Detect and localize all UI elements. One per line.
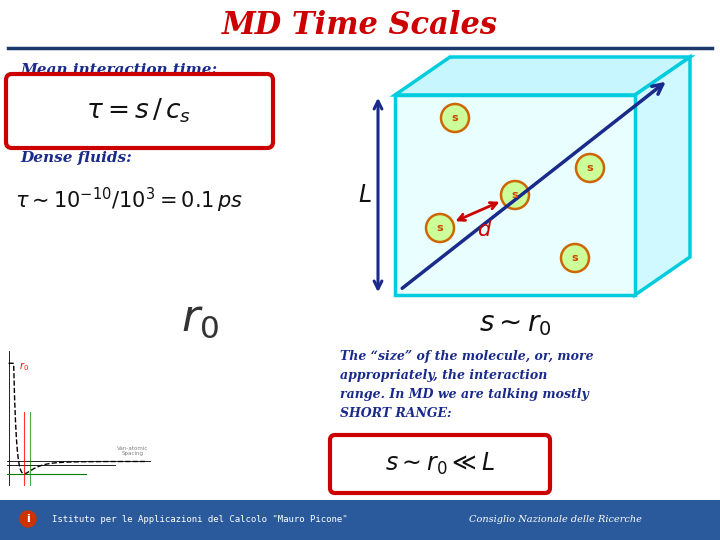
- Text: i: i: [26, 514, 30, 524]
- Polygon shape: [635, 57, 690, 295]
- Text: $s \sim r_0 \ll L$: $s \sim r_0 \ll L$: [385, 451, 495, 477]
- Text: s: s: [512, 190, 518, 200]
- Text: $r_0$: $r_0$: [181, 296, 219, 340]
- Text: $r_0$: $r_0$: [19, 360, 30, 373]
- Text: $\tau \sim 10^{-10}/10^3 = 0.1\,ps$: $\tau \sim 10^{-10}/10^3 = 0.1\,ps$: [15, 185, 243, 214]
- Circle shape: [20, 511, 36, 527]
- Text: Mean interaction time:: Mean interaction time:: [20, 63, 217, 77]
- Polygon shape: [395, 57, 690, 95]
- Polygon shape: [395, 95, 635, 295]
- Text: Van-atomic
Spacing: Van-atomic Spacing: [117, 446, 148, 456]
- Circle shape: [561, 244, 589, 272]
- Text: Dense fluids:: Dense fluids:: [20, 151, 132, 165]
- Text: s: s: [572, 253, 578, 263]
- Bar: [0, 500, 720, 540]
- FancyBboxPatch shape: [6, 74, 273, 148]
- Circle shape: [576, 154, 604, 182]
- Text: The “size” of the molecule, or, more
appropriately, the interaction
range. In MD: The “size” of the molecule, or, more app…: [340, 350, 593, 420]
- Text: s: s: [437, 223, 444, 233]
- Circle shape: [426, 214, 454, 242]
- Circle shape: [441, 104, 469, 132]
- Circle shape: [501, 181, 529, 209]
- Text: s: s: [451, 113, 459, 123]
- FancyBboxPatch shape: [330, 435, 550, 493]
- Text: $d$: $d$: [477, 220, 492, 240]
- Text: Istituto per le Applicazioni del Calcolo "Mauro Picone": Istituto per le Applicazioni del Calcolo…: [52, 515, 348, 523]
- Text: $s \sim r_0$: $s \sim r_0$: [479, 312, 552, 339]
- Text: MD Time Scales: MD Time Scales: [222, 10, 498, 40]
- Text: $L$: $L$: [358, 184, 372, 206]
- Text: Consiglio Nazionale delle Ricerche: Consiglio Nazionale delle Ricerche: [469, 515, 642, 523]
- Text: $\tau = s\,/\,c_s$: $\tau = s\,/\,c_s$: [86, 97, 192, 125]
- Text: s: s: [587, 163, 593, 173]
